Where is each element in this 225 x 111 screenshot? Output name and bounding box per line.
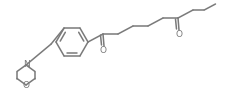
Text: O: O — [100, 46, 107, 55]
Text: O: O — [22, 81, 29, 90]
Text: O: O — [175, 30, 182, 39]
Text: N: N — [23, 60, 29, 69]
